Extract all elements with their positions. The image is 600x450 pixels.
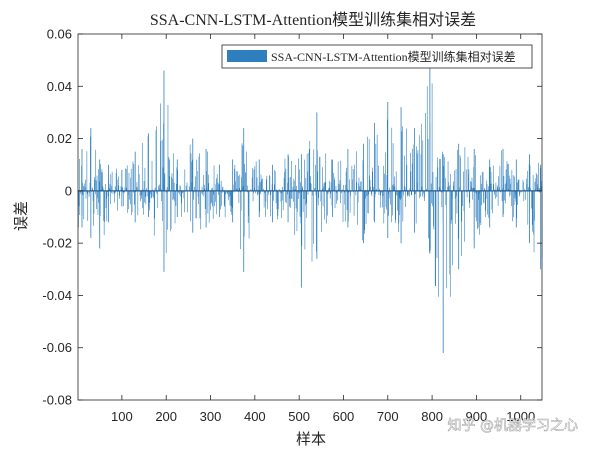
y-tick-label: -0.04 (42, 288, 72, 303)
legend-entry-label: SSA-CNN-LSTM-Attention模型训练集相对误差 (271, 49, 516, 64)
x-tick-label: 400 (244, 409, 266, 424)
legend: SSA-CNN-LSTM-Attention模型训练集相对误差 (221, 44, 533, 69)
watermark-text: 知乎 @机器学习之心 (448, 417, 578, 434)
plot-area: 100 200 300 400 500 600 700 800 900 1000 -0.08-0.… (42, 27, 543, 424)
x-tick-label: 200 (155, 409, 177, 424)
legend-box (221, 44, 533, 69)
y-axis-ticks: -0.08 -0.06 -0.04 -0.02 0 0.02 0.04 0.06 (42, 27, 542, 408)
x-axis-label: 样本 (296, 430, 326, 448)
chart-title: SSA-CNN-LSTM-Attention模型训练集相对误差 (150, 11, 476, 29)
x-axis-ticks: 100 200 300 400 500 600 700 800 900 1000 (111, 34, 535, 424)
x-tick-label: 900 (466, 409, 488, 424)
legend-swatch (227, 50, 267, 62)
x-tick-label: 100 (111, 409, 133, 424)
y-tick-label: -0.02 (42, 236, 72, 251)
y-tick-label: 0.06 (47, 27, 72, 42)
x-tick-label: 700 (377, 409, 399, 424)
x-tick-label: 800 (421, 409, 443, 424)
x-tick-label: 500 (288, 409, 310, 424)
x-tick-label: 600 (333, 409, 355, 424)
y-tick-label: -0.06 (42, 340, 72, 355)
x-tick-label: 1000 (506, 409, 535, 424)
y-tick-label: 0 (65, 183, 72, 198)
y-axis-label: 误差 (12, 201, 30, 231)
axes-box (77, 33, 543, 401)
y-tick-label: -0.08 (42, 393, 72, 408)
x-tick-label: 300 (200, 409, 222, 424)
error-bars (77, 67, 543, 353)
y-tick-label: 0.04 (47, 79, 72, 94)
y-tick-label: 0.02 (47, 131, 72, 146)
